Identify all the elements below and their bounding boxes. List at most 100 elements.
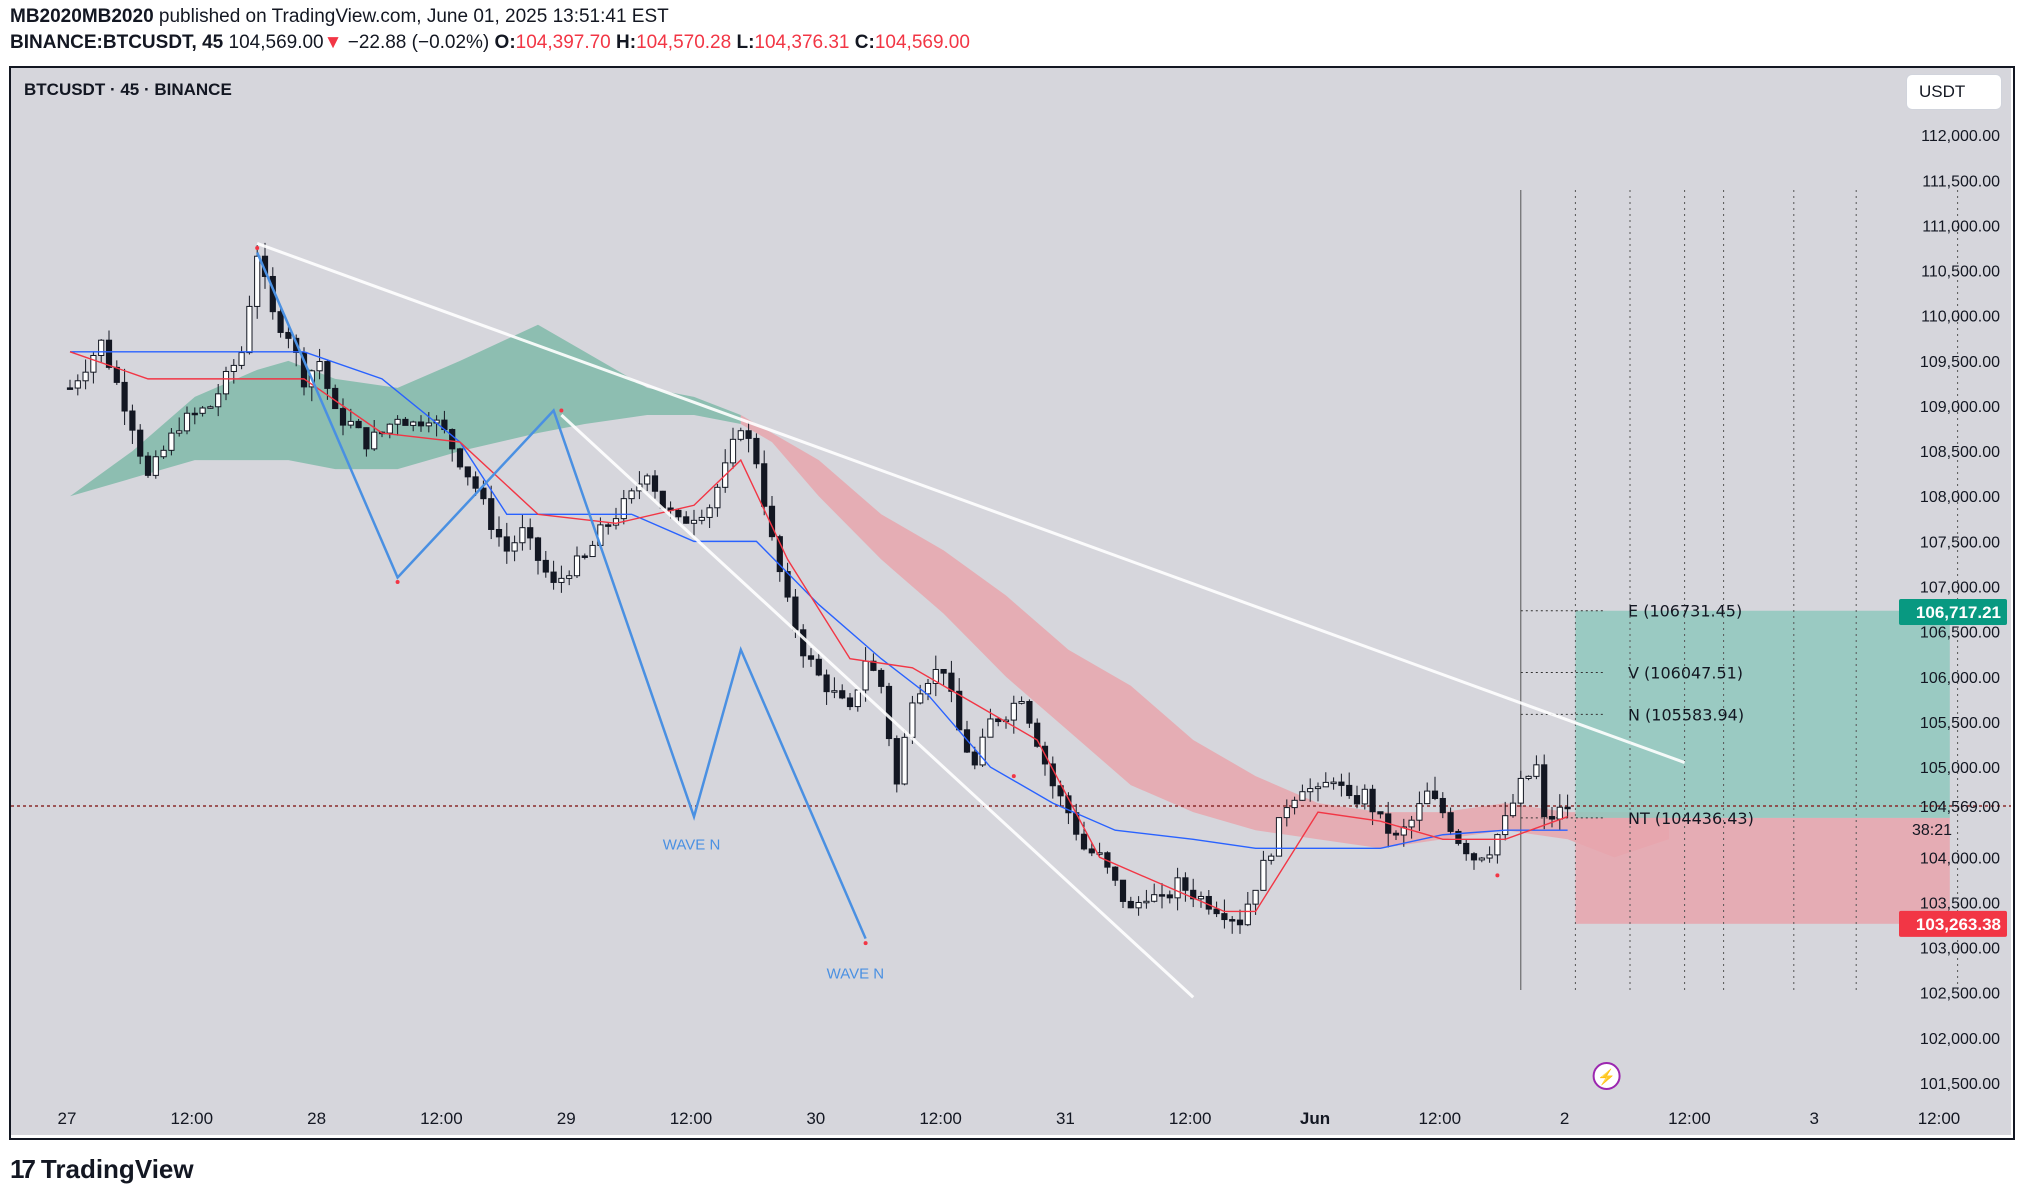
price-tick-label: 105,500.00: [1920, 715, 2000, 732]
time-tick-label: 12:00: [1419, 1109, 1462, 1128]
time-tick-label: 12:00: [1668, 1109, 1711, 1128]
candle-up: [254, 255, 261, 307]
chart-ticker-label: BTCUSDT · 45 · BINANCE: [24, 80, 232, 99]
candle-up: [511, 542, 518, 552]
candle-up: [183, 412, 191, 432]
candle-up: [1408, 819, 1415, 828]
symbol-label: BINANCE:BTCUSDT, 45: [10, 32, 224, 53]
candle-down: [1447, 812, 1454, 832]
low-value: 104,376.31: [754, 32, 850, 53]
candle-down: [277, 311, 284, 333]
candle-up: [1018, 700, 1025, 704]
candle-down: [144, 455, 152, 476]
candle-up: [1400, 826, 1407, 836]
candle-up: [1010, 702, 1017, 721]
candle-down: [495, 528, 503, 538]
candle-up: [1322, 781, 1329, 788]
last-price: 104,569.00: [228, 32, 324, 53]
candle-down: [1470, 853, 1478, 861]
candle-up: [215, 393, 222, 408]
candle-down: [1548, 816, 1556, 820]
tradingview-logo-icon: 17: [10, 1154, 36, 1184]
open-label: O:: [494, 32, 516, 53]
candle-up: [831, 690, 838, 693]
candle-down: [417, 421, 425, 427]
candle-down: [1392, 832, 1400, 836]
high-label: H:: [616, 32, 637, 53]
candle-up: [1494, 834, 1501, 856]
candle-up: [558, 577, 565, 583]
close-value: 104,569.00: [874, 32, 970, 53]
candle-up: [519, 527, 526, 544]
publisher-name[interactable]: MB2020MB2020: [10, 6, 154, 27]
candle-up: [425, 422, 432, 427]
candle-down: [285, 331, 292, 339]
candle-down: [683, 516, 690, 524]
pivot-dot: [255, 245, 260, 250]
candle-up: [1556, 806, 1563, 820]
candle-up: [238, 352, 245, 366]
candle-up: [698, 516, 705, 521]
price-badge-red: [1899, 910, 2007, 937]
candle-up: [371, 431, 378, 450]
target-level-label-v: V (106047.51): [1628, 663, 1743, 682]
current-price-label: 104,569.00: [1920, 799, 2000, 816]
wave-n-label: WAVE N: [827, 966, 885, 983]
trendline-lower: [560, 413, 1195, 999]
trendline-upper: [256, 242, 1686, 764]
candle-down: [792, 596, 799, 631]
candle-down: [472, 476, 479, 489]
ohlc-line: BINANCE:BTCUSDT, 45 104,569.00▼ −22.88 (…: [10, 32, 970, 54]
candle-up: [1478, 857, 1485, 861]
candle-down: [1221, 913, 1228, 921]
candle-down: [488, 498, 495, 530]
candle-down: [339, 408, 347, 426]
candle-down: [1158, 894, 1166, 897]
candle-up: [222, 370, 230, 395]
lightning-icon-glyph: ⚡: [1597, 1068, 1616, 1086]
candle-down: [66, 387, 74, 390]
price-tick-label: 104,000.00: [1920, 850, 2000, 867]
currency-button[interactable]: USDT: [1906, 74, 2002, 110]
candle-up: [862, 660, 869, 691]
candle-up: [394, 418, 401, 425]
candle-up: [1197, 895, 1205, 900]
candle-down: [550, 571, 557, 583]
candle-down: [480, 487, 487, 500]
candle-down: [113, 366, 120, 383]
wave-n-label: WAVE N: [663, 837, 721, 854]
ichimoku-cloud-bullish: [70, 324, 741, 497]
candle-down: [121, 381, 128, 412]
candle-down: [800, 629, 807, 657]
candle-down: [1127, 900, 1134, 909]
candle-down: [542, 559, 549, 573]
price-tick-label: 106,500.00: [1920, 625, 2000, 642]
pivot-dot: [1495, 873, 1500, 878]
candle-down: [1112, 866, 1119, 881]
candle-down: [1213, 908, 1220, 915]
candle-up: [924, 682, 932, 695]
tradingview-footer[interactable]: 17 TradingView: [10, 1154, 194, 1185]
candle-up: [152, 456, 159, 476]
candle-up: [1361, 788, 1368, 805]
candle-down: [995, 718, 1002, 723]
candle-down: [1026, 700, 1033, 724]
candle-up: [230, 364, 237, 372]
candle-down: [191, 412, 198, 416]
candle-down: [527, 527, 534, 539]
time-tick-label: 12:00: [1169, 1109, 1212, 1128]
candle-up: [246, 305, 253, 354]
candle-down: [971, 751, 978, 766]
candle-down: [105, 339, 113, 368]
candle-down: [878, 669, 885, 687]
candle-down: [355, 420, 362, 429]
time-tick-label: 27: [58, 1109, 77, 1128]
candle-down: [761, 463, 768, 507]
candle-up: [1509, 802, 1517, 817]
candle-down: [893, 738, 900, 785]
time-tick-label: 12:00: [919, 1109, 962, 1128]
price-tick-label: 111,500.00: [1922, 173, 2000, 190]
price-tick-label: 107,500.00: [1920, 534, 2000, 551]
tradingview-brand: TradingView: [40, 1154, 194, 1184]
